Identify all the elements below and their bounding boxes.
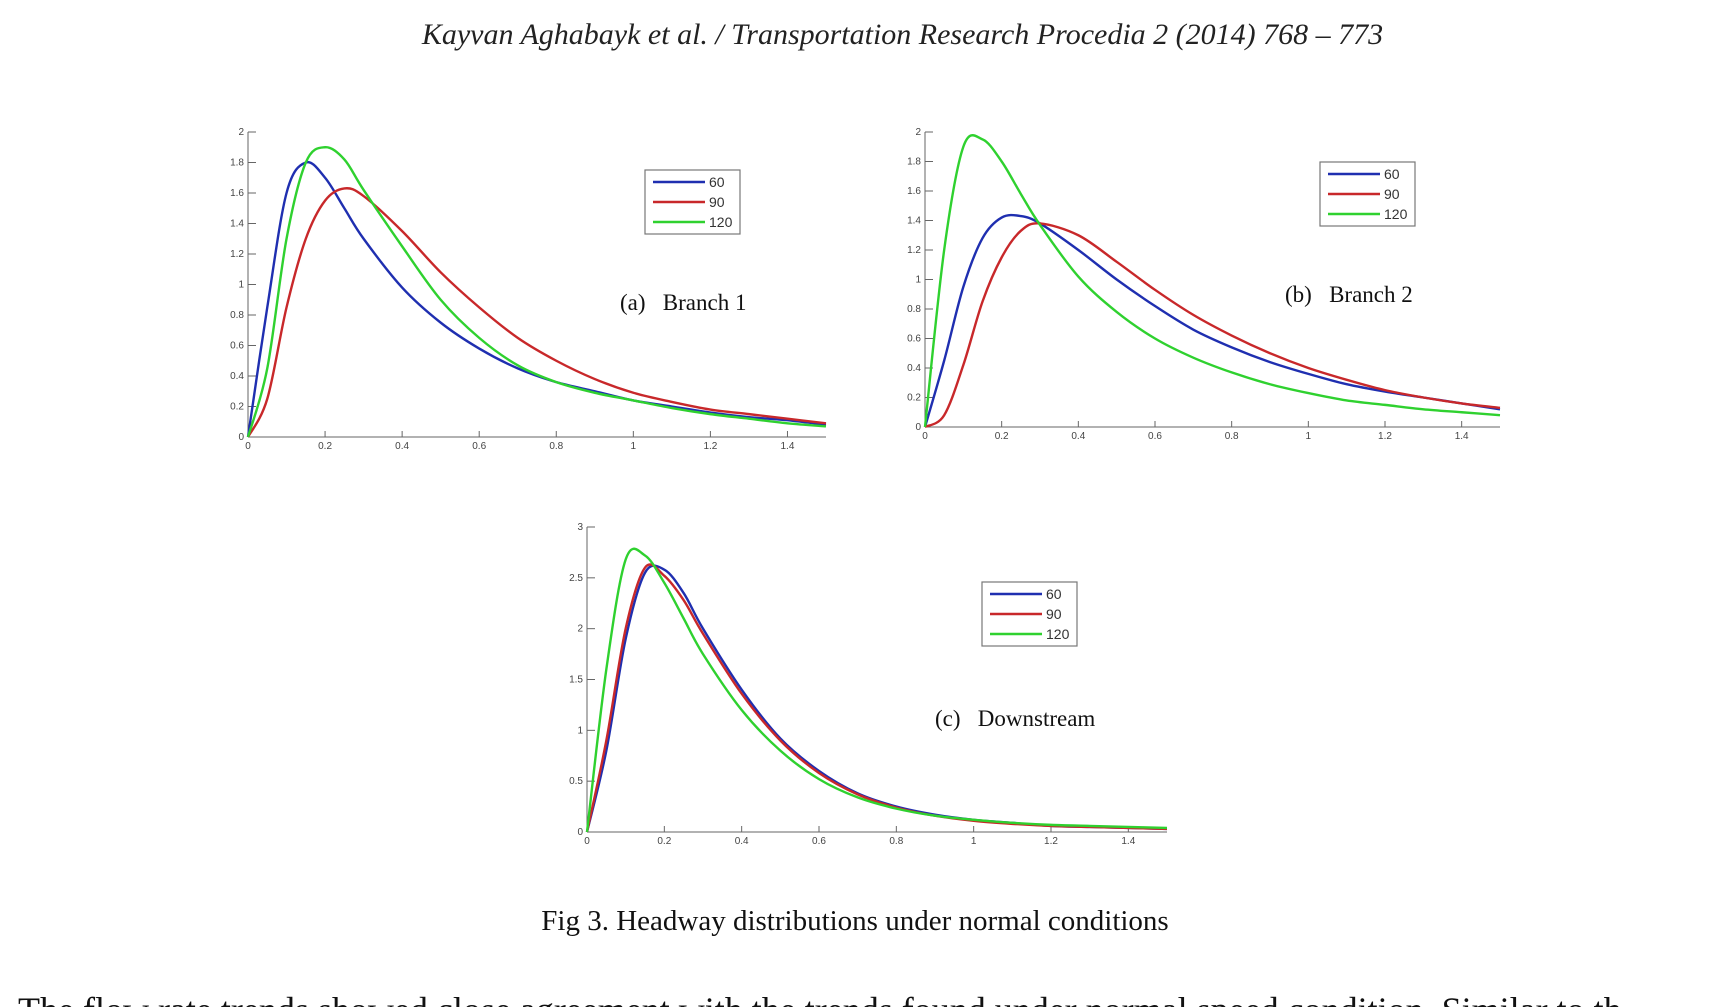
x-tick-label: 0.2 xyxy=(995,431,1009,442)
y-tick-label: 2 xyxy=(915,127,921,138)
x-tick-label: 0 xyxy=(584,836,590,847)
y-tick-label: 1 xyxy=(577,725,583,736)
x-tick-label: 1.4 xyxy=(1121,836,1135,847)
series-line-120 xyxy=(923,134,1501,428)
body-text: The flow rate trends showed close agreem… xyxy=(18,988,1708,1007)
y-tick-label: 1.8 xyxy=(230,158,244,169)
y-tick-label: 1.6 xyxy=(230,188,244,199)
legend-label-90: 90 xyxy=(1046,606,1062,622)
y-tick-label: 1.2 xyxy=(907,245,921,256)
y-tick-label: 2.5 xyxy=(569,573,583,584)
figure-caption: Fig 3. Headway distributions under norma… xyxy=(541,905,1169,937)
y-tick-label: 3 xyxy=(577,522,583,533)
x-tick-label: 0.6 xyxy=(1148,431,1162,442)
y-tick-label: 0.4 xyxy=(230,371,244,382)
legend: 60 90 120 xyxy=(1319,161,1416,227)
chart-branch-1: 0 0.2 0.4 0.6 0.8 1 1.2 1.4 0 0.2 0.4 0.6 0.8 1 1.2 1.4… xyxy=(230,127,827,452)
y-tick-label: 1 xyxy=(915,275,921,286)
running-header: Kayvan Aghabayk et al. / Transportation … xyxy=(421,18,1384,51)
series-line-90 xyxy=(585,563,1168,833)
legend-label-60: 60 xyxy=(1046,586,1062,602)
legend: 60 90 120 xyxy=(644,169,741,235)
x-tick-label: 0 xyxy=(922,431,928,442)
x-tick-label: 0.2 xyxy=(657,836,671,847)
series-line-120 xyxy=(585,547,1168,833)
y-tick-label: 1.8 xyxy=(907,157,921,168)
x-tick-label: 0.6 xyxy=(812,836,826,847)
y-tick-label: 0.6 xyxy=(230,341,244,352)
y-tick-label: 0.6 xyxy=(907,334,921,345)
legend-label-60: 60 xyxy=(1384,166,1400,182)
x-tick-label: 0.4 xyxy=(735,836,749,847)
y-tick-label: 0.2 xyxy=(230,402,244,413)
panel-label: (a) Branch 1 xyxy=(620,290,746,315)
y-tick-label: 0 xyxy=(577,827,583,838)
y-tick-label: 1.4 xyxy=(907,216,921,227)
legend-label-120: 120 xyxy=(1046,626,1070,642)
series-line-60 xyxy=(246,160,827,438)
x-tick-label: 1.2 xyxy=(1044,836,1058,847)
x-tick-label: 1.4 xyxy=(1455,431,1469,442)
x-tick-label: 0.2 xyxy=(318,441,332,452)
panel-label: (b) Branch 2 xyxy=(1285,282,1413,307)
x-tick-label: 1 xyxy=(631,441,637,452)
x-tick-label: 0.8 xyxy=(1225,431,1239,442)
series-line-60 xyxy=(923,213,1501,428)
x-tick-label: 1.2 xyxy=(1378,431,1392,442)
series-line-120 xyxy=(246,146,827,438)
x-tick-label: 0 xyxy=(245,441,251,452)
x-tick-label: 1 xyxy=(971,836,977,847)
legend-label-90: 90 xyxy=(1384,186,1400,202)
y-tick-label: 2 xyxy=(238,127,244,138)
y-tick-label: 0 xyxy=(915,422,921,433)
legend-label-90: 90 xyxy=(709,194,725,210)
y-tick-label: 0.8 xyxy=(907,304,921,315)
x-tick-label: 1 xyxy=(1306,431,1312,442)
x-tick-label: 0.6 xyxy=(472,441,486,452)
y-tick-label: 1.6 xyxy=(907,186,921,197)
series-line-60 xyxy=(585,564,1168,833)
x-tick-label: 0.4 xyxy=(1071,431,1085,442)
chart-branch-2: 0 0.2 0.4 0.6 0.8 1 1.2 1.4 0 0.2 0.4 0.6 0.8 1 1.2 1.4… xyxy=(907,127,1501,442)
y-tick-label: 0 xyxy=(238,432,244,443)
y-tick-label: 1.5 xyxy=(569,675,583,686)
y-tick-label: 0.4 xyxy=(907,363,921,374)
y-tick-label: 0.5 xyxy=(569,776,583,787)
chart-downstream: 0 0.2 0.4 0.6 0.8 1 1.2 1.4 0 0.5 1 1.5 2 2.5 3 60 90 120… xyxy=(569,522,1168,847)
x-tick-label: 1.2 xyxy=(703,441,717,452)
legend-label-120: 120 xyxy=(709,214,733,230)
panel-label: (c) Downstream xyxy=(935,706,1095,731)
series-line-90 xyxy=(924,222,1501,429)
x-tick-label: 0.4 xyxy=(395,441,409,452)
y-tick-label: 0.8 xyxy=(230,310,244,321)
legend-label-60: 60 xyxy=(709,174,725,190)
y-tick-label: 1.4 xyxy=(230,219,244,230)
legend-label-120: 120 xyxy=(1384,206,1408,222)
y-tick-label: 2 xyxy=(577,624,583,635)
series-line-90 xyxy=(246,187,827,438)
x-tick-label: 0.8 xyxy=(889,836,903,847)
y-tick-label: 1.2 xyxy=(230,249,244,260)
x-tick-label: 0.8 xyxy=(549,441,563,452)
y-tick-label: 1 xyxy=(238,280,244,291)
legend: 60 90 120 xyxy=(981,581,1078,647)
x-tick-label: 1.4 xyxy=(781,441,795,452)
y-tick-label: 0.2 xyxy=(907,393,921,404)
